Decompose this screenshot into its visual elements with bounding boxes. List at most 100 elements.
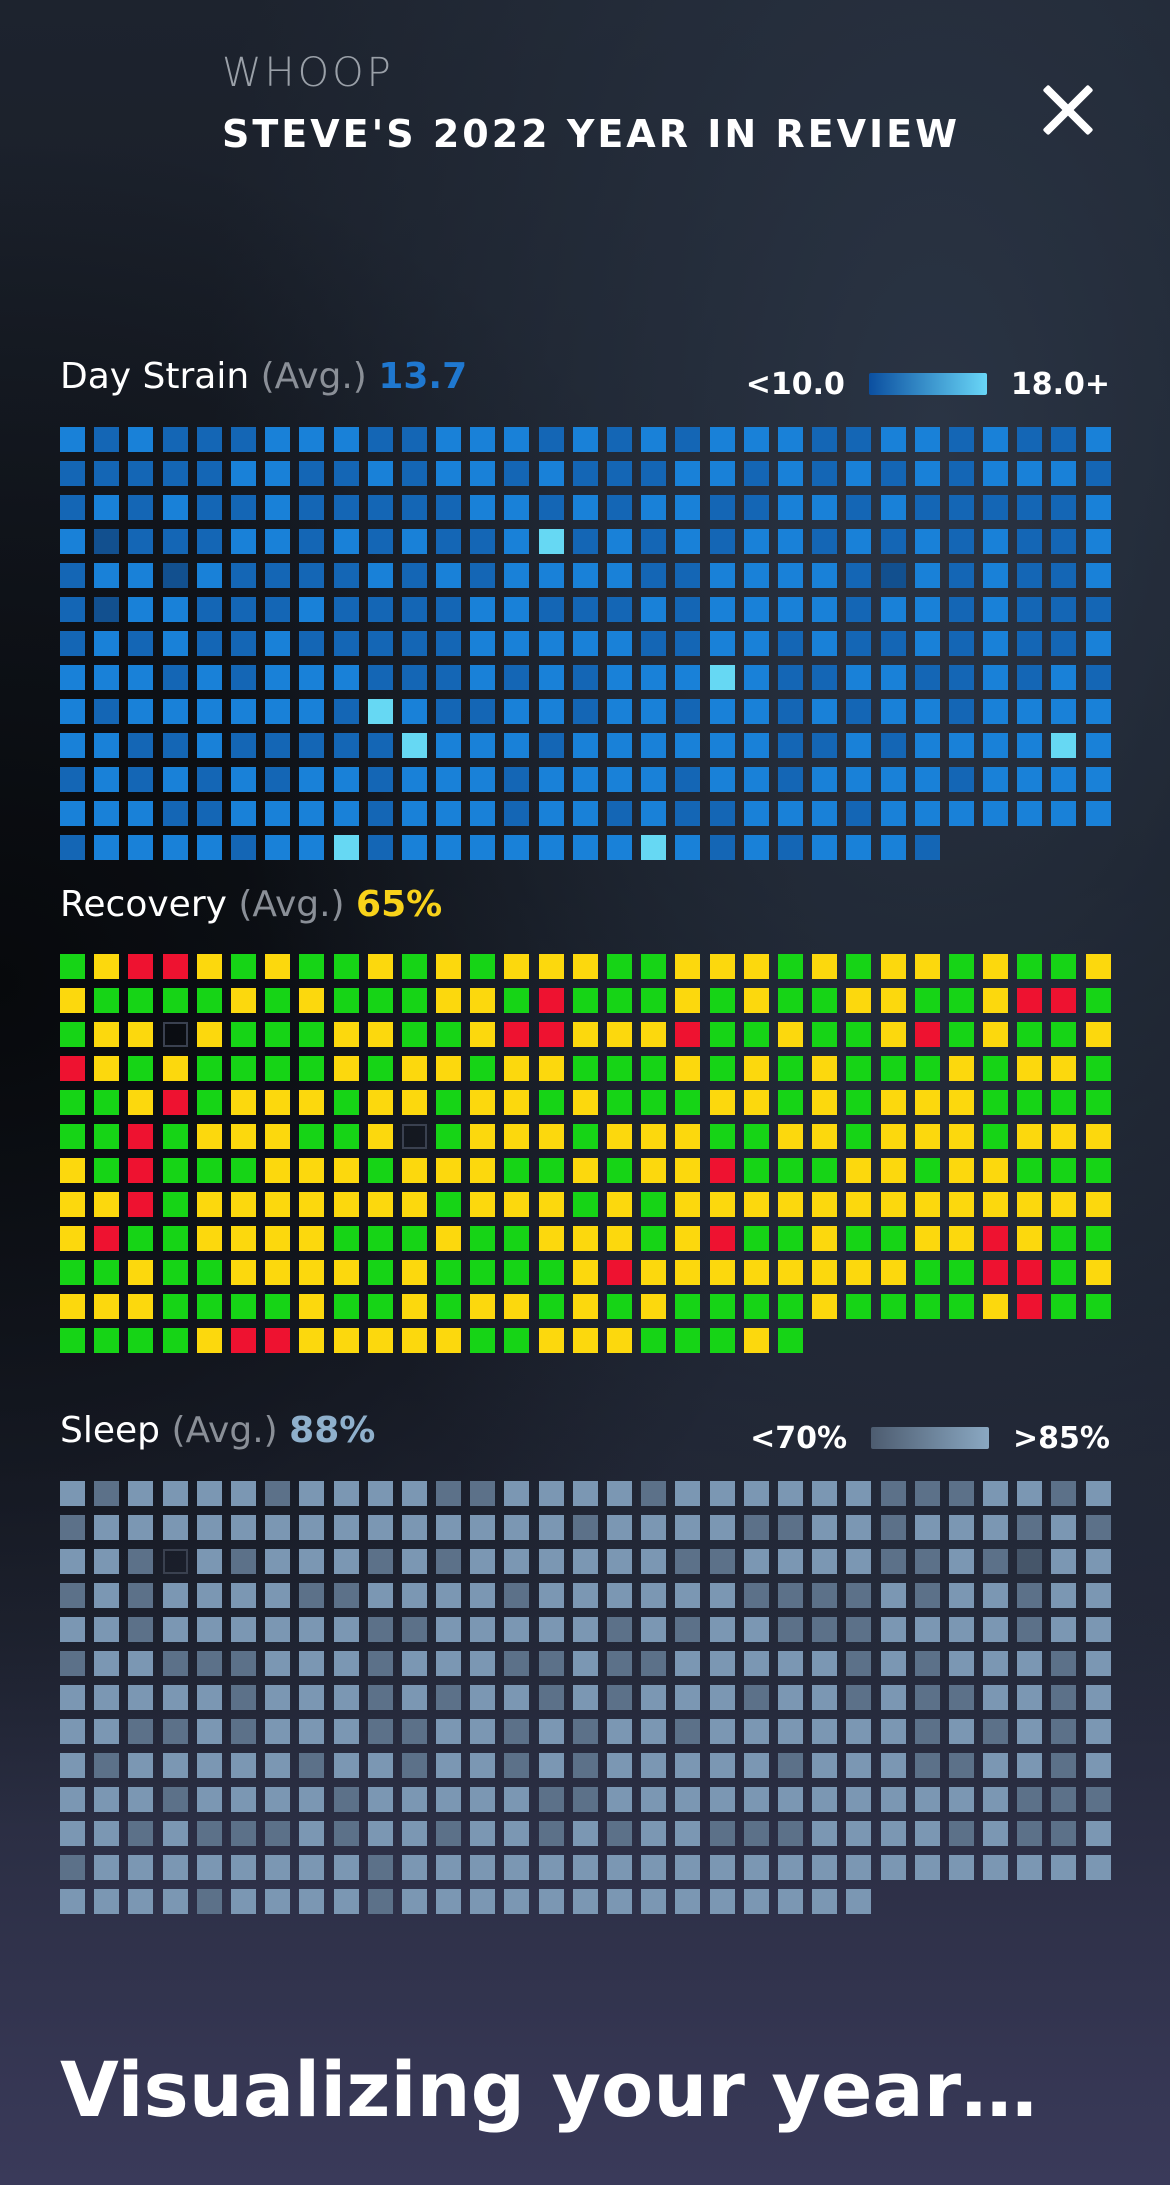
recovery-day-cell — [162, 1226, 188, 1251]
strain-day-cell — [436, 597, 462, 622]
sleep-day-cell — [60, 1651, 85, 1676]
strain-day-cell — [299, 529, 325, 554]
strain-day-cell — [880, 631, 906, 656]
sleep-day-cell — [743, 1617, 769, 1642]
sleep-day-cell — [846, 1821, 872, 1846]
sleep-day-cell — [983, 1821, 1009, 1846]
strain-day-cell — [504, 733, 530, 758]
sleep-day-cell — [1085, 1515, 1111, 1540]
recovery-day-cell — [299, 1328, 325, 1353]
strain-day-cell — [675, 665, 701, 690]
recovery-day-cell — [128, 1056, 154, 1081]
strain-day-cell — [743, 733, 769, 758]
close-icon[interactable] — [1036, 78, 1100, 142]
sleep-day-cell — [812, 1753, 838, 1778]
strain-day-cell — [299, 699, 325, 724]
strain-day-cell — [812, 699, 838, 724]
strain-day-cell — [743, 461, 769, 486]
recovery-day-cell — [812, 1124, 838, 1149]
sleep-day-cell — [265, 1549, 291, 1574]
strain-day-cell — [128, 835, 154, 860]
strain-day-cell — [162, 563, 188, 588]
sleep-day-cell — [572, 1889, 598, 1914]
recovery-day-cell — [436, 1226, 462, 1251]
recovery-day-cell — [265, 1226, 291, 1251]
strain-day-cell — [367, 563, 393, 588]
strain-day-cell — [128, 631, 154, 656]
sleep-day-cell — [504, 1583, 530, 1608]
recovery-day-cell — [1085, 1192, 1111, 1217]
strain-day-cell — [94, 631, 120, 656]
sleep-day-cell — [914, 1753, 940, 1778]
recovery-day-cell — [607, 954, 632, 979]
strain-day-cell — [1085, 767, 1111, 792]
sleep-day-cell — [1017, 1549, 1043, 1574]
strain-day-cell — [675, 699, 701, 724]
recovery-day-cell — [504, 988, 530, 1013]
recovery-day-cell — [94, 1294, 120, 1319]
sleep-legend-bar — [871, 1427, 990, 1449]
strain-day-cell — [367, 597, 393, 622]
sleep-day-cell — [196, 1821, 222, 1846]
recovery-day-cell — [607, 1158, 632, 1183]
recovery-day-cell — [743, 1192, 769, 1217]
strain-day-cell — [948, 461, 974, 486]
recovery-day-cell — [777, 1260, 803, 1285]
strain-day-cell — [607, 733, 632, 758]
strain-day-cell — [162, 427, 188, 452]
recovery-day-cell — [1017, 954, 1043, 979]
strain-day-cell — [880, 529, 906, 554]
recovery-day-cell — [1017, 1260, 1043, 1285]
sleep-day-cell — [60, 1719, 85, 1744]
recovery-day-cell — [607, 1192, 632, 1217]
strain-day-cell — [1051, 699, 1077, 724]
recovery-day-cell — [1017, 1090, 1043, 1115]
recovery-day-cell — [572, 1328, 598, 1353]
sleep-day-cell — [572, 1617, 598, 1642]
sleep-day-cell — [1017, 1719, 1043, 1744]
recovery-day-cell — [128, 1124, 154, 1149]
sleep-day-cell — [777, 1719, 803, 1744]
strain-day-cell — [1017, 597, 1043, 622]
sleep-day-cell — [607, 1821, 632, 1846]
strain-day-cell — [880, 597, 906, 622]
strain-day-cell — [538, 699, 564, 724]
strain-day-cell — [196, 835, 222, 860]
recovery-day-cell — [333, 988, 359, 1013]
sleep-day-cell — [401, 1515, 427, 1540]
sleep-day-cell — [914, 1481, 940, 1506]
strain-day-cell — [436, 835, 462, 860]
recovery-day-cell — [948, 954, 974, 979]
strain-day-cell — [777, 733, 803, 758]
recovery-day-cell — [538, 1328, 564, 1353]
sleep-day-cell — [1017, 1617, 1043, 1642]
strain-header: Day Strain (Avg.) 13.7 <10.0 18.0+ — [60, 356, 1110, 406]
sleep-day-cell — [983, 1583, 1009, 1608]
recovery-day-cell — [470, 1056, 496, 1081]
sleep-day-cell — [675, 1515, 701, 1540]
sleep-day-cell — [1085, 1787, 1111, 1812]
sleep-day-cell — [948, 1855, 974, 1880]
sleep-day-cell — [401, 1787, 427, 1812]
strain-day-cell — [196, 699, 222, 724]
recovery-day-cell — [60, 1260, 85, 1285]
sleep-day-cell — [230, 1583, 256, 1608]
recovery-day-cell — [572, 1124, 598, 1149]
strain-day-cell — [743, 597, 769, 622]
strain-day-cell — [401, 427, 427, 452]
strain-day-cell — [948, 597, 974, 622]
recovery-day-cell — [948, 1192, 974, 1217]
recovery-day-cell — [230, 1226, 256, 1251]
strain-day-cell — [641, 563, 667, 588]
recovery-day-cell — [94, 1022, 120, 1047]
sleep-day-cell — [948, 1583, 974, 1608]
sleep-day-cell — [1051, 1685, 1077, 1710]
sleep-day-cell — [401, 1651, 427, 1676]
sleep-day-cell — [607, 1753, 632, 1778]
strain-day-cell — [1051, 495, 1077, 520]
strain-day-cell — [538, 461, 564, 486]
strain-day-cell — [196, 597, 222, 622]
strain-day-cell — [367, 529, 393, 554]
sleep-day-cell — [948, 1719, 974, 1744]
recovery-day-cell — [470, 1090, 496, 1115]
